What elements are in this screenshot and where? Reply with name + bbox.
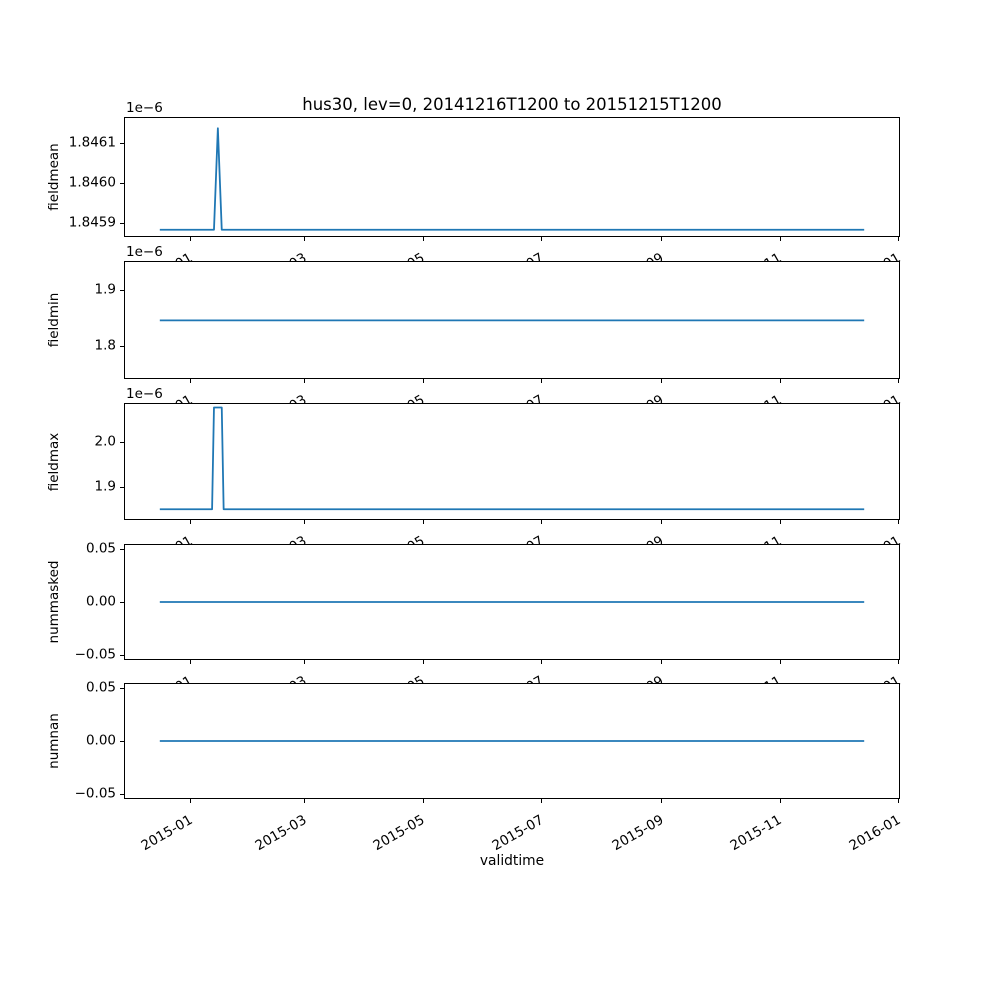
x-tick-mark — [898, 799, 900, 803]
y-tick-label: 1.8459 — [68, 214, 116, 231]
x-tick-mark — [541, 520, 543, 524]
x-tick-mark — [190, 520, 191, 524]
x-tick-mark — [422, 520, 424, 524]
x-axis-label: validtime — [479, 853, 545, 869]
y-tick-mark — [120, 143, 124, 144]
y-tick-mark — [120, 441, 124, 443]
x-tick-mark — [422, 660, 424, 664]
subplot-fieldmax — [124, 403, 900, 520]
subplot-nummasked — [124, 544, 900, 660]
y-axis-offset-label: 1e−6 — [126, 100, 163, 116]
subplot-numnan — [124, 683, 900, 799]
x-tick-label: 2015-03 — [252, 812, 310, 855]
x-tick-mark — [304, 660, 306, 664]
y-tick-label: 0.05 — [85, 540, 116, 557]
x-tick-mark — [304, 379, 306, 383]
x-tick-mark — [541, 660, 543, 664]
x-tick-mark — [190, 237, 191, 241]
y-axis-offset-label: 1e−6 — [126, 386, 163, 402]
x-tick-mark — [304, 237, 306, 241]
y-tick-mark — [120, 486, 124, 488]
x-tick-mark — [661, 237, 663, 241]
line-series-nummasked — [159, 601, 865, 603]
y-tick-mark — [120, 602, 124, 603]
y-axis-offset-label: 1e−6 — [126, 244, 163, 260]
x-tick-mark — [898, 379, 900, 383]
y-axis-label-fieldmin: fieldmin — [46, 292, 62, 348]
x-tick-mark — [190, 799, 191, 803]
x-tick-label: 2015-01 — [138, 812, 195, 855]
y-tick-label: 0.00 — [85, 593, 116, 610]
x-tick-label: 2015-09 — [609, 812, 667, 855]
y-axis-label-numnan: numnan — [46, 713, 62, 769]
x-tick-mark — [422, 237, 424, 241]
x-tick-mark — [541, 799, 543, 803]
x-tick-mark — [190, 379, 191, 383]
y-axis-label-fieldmean: fieldmean — [46, 143, 62, 211]
x-tick-label: 2016-01 — [846, 812, 904, 855]
x-tick-mark — [779, 520, 781, 524]
y-tick-label: 1.8 — [94, 337, 116, 354]
x-tick-mark — [898, 237, 900, 241]
x-tick-mark — [304, 799, 306, 803]
x-tick-mark — [422, 379, 424, 383]
x-tick-mark — [190, 660, 191, 664]
y-tick-mark — [120, 741, 124, 742]
x-tick-mark — [779, 799, 781, 803]
y-tick-label: 1.9 — [94, 478, 116, 495]
y-tick-label: 2.0 — [94, 433, 116, 450]
y-tick-label: 0.00 — [85, 732, 116, 749]
y-tick-label: 0.05 — [85, 679, 116, 696]
x-tick-mark — [304, 520, 306, 524]
x-tick-mark — [779, 379, 781, 383]
subplot-fieldmean — [124, 117, 900, 237]
x-tick-mark — [779, 237, 781, 241]
x-tick-mark — [898, 660, 900, 664]
y-tick-mark — [120, 346, 124, 347]
line-series-fieldmin — [159, 319, 865, 322]
y-axis-label-nummasked: nummasked — [46, 560, 62, 644]
y-tick-label: 1.9 — [94, 281, 116, 298]
y-tick-label: 1.8461 — [68, 134, 116, 151]
subplot-fieldmin — [124, 261, 900, 379]
y-tick-mark — [120, 793, 124, 795]
y-tick-mark — [120, 290, 124, 292]
x-tick-label: 2015-05 — [370, 812, 428, 855]
x-tick-label: 2015-07 — [489, 812, 547, 855]
x-tick-mark — [541, 379, 543, 383]
x-tick-mark — [541, 237, 543, 241]
line-series-fieldmean — [159, 127, 865, 231]
x-tick-mark — [661, 379, 663, 383]
y-tick-mark — [120, 688, 124, 690]
x-tick-mark — [661, 660, 663, 664]
y-tick-mark — [120, 654, 124, 656]
y-tick-label: −0.05 — [74, 785, 116, 802]
x-tick-mark — [661, 799, 663, 803]
x-tick-mark — [422, 799, 424, 803]
line-series-fieldmax — [159, 406, 865, 511]
x-tick-mark — [779, 660, 781, 664]
y-tick-mark — [120, 223, 124, 224]
line-series-numnan — [159, 740, 865, 742]
y-tick-mark — [120, 183, 124, 184]
x-tick-label: 2015-11 — [727, 812, 785, 855]
x-tick-mark — [898, 520, 900, 524]
y-tick-label: −0.05 — [74, 646, 116, 663]
x-tick-mark — [661, 520, 663, 524]
chart-title: hus30, lev=0, 20141216T1200 to 20151215T… — [302, 95, 722, 114]
y-tick-mark — [120, 549, 124, 551]
y-axis-label-fieldmax: fieldmax — [46, 432, 62, 491]
y-tick-label: 1.8460 — [68, 174, 116, 191]
